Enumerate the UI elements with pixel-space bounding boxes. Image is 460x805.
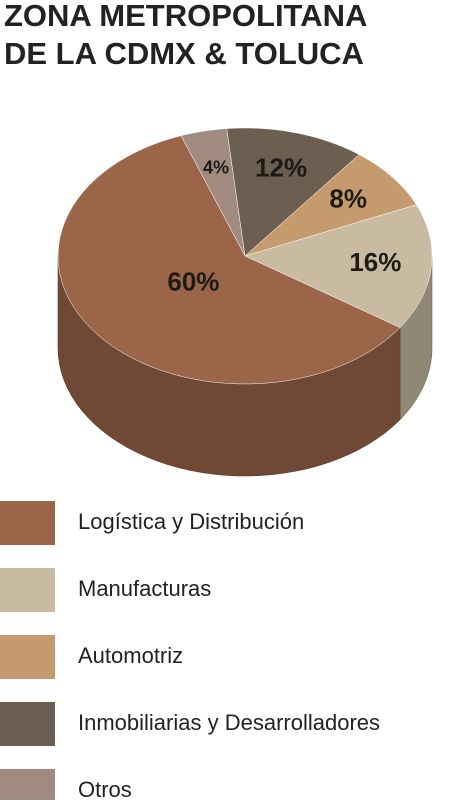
legend-label: Inmobiliarias y Desarrolladores (78, 710, 380, 735)
legend-label: Logística y Distribución (78, 509, 304, 534)
legend-label: Automotriz (78, 643, 183, 668)
chart-title: DE LA CDMX & TOLUCA (4, 36, 364, 71)
legend-swatch (0, 635, 55, 679)
data-label: 60% (167, 266, 219, 296)
legend-swatch (0, 501, 55, 545)
chart-title: ZONA METROPOLITANA (4, 0, 367, 33)
data-label: 12% (255, 153, 307, 183)
data-label: 4% (203, 157, 229, 177)
slice (226, 127, 360, 257)
legend-swatch (0, 702, 55, 746)
data-label: 8% (329, 184, 367, 214)
slice (244, 204, 433, 328)
legend-label: Otros (78, 777, 132, 800)
data-label: 16% (349, 247, 401, 277)
slice (180, 128, 246, 257)
legend-label: Manufacturas (78, 576, 211, 601)
legend-swatch (0, 568, 55, 612)
slice (57, 135, 401, 385)
legend-swatch (0, 769, 55, 805)
slice (244, 154, 417, 257)
